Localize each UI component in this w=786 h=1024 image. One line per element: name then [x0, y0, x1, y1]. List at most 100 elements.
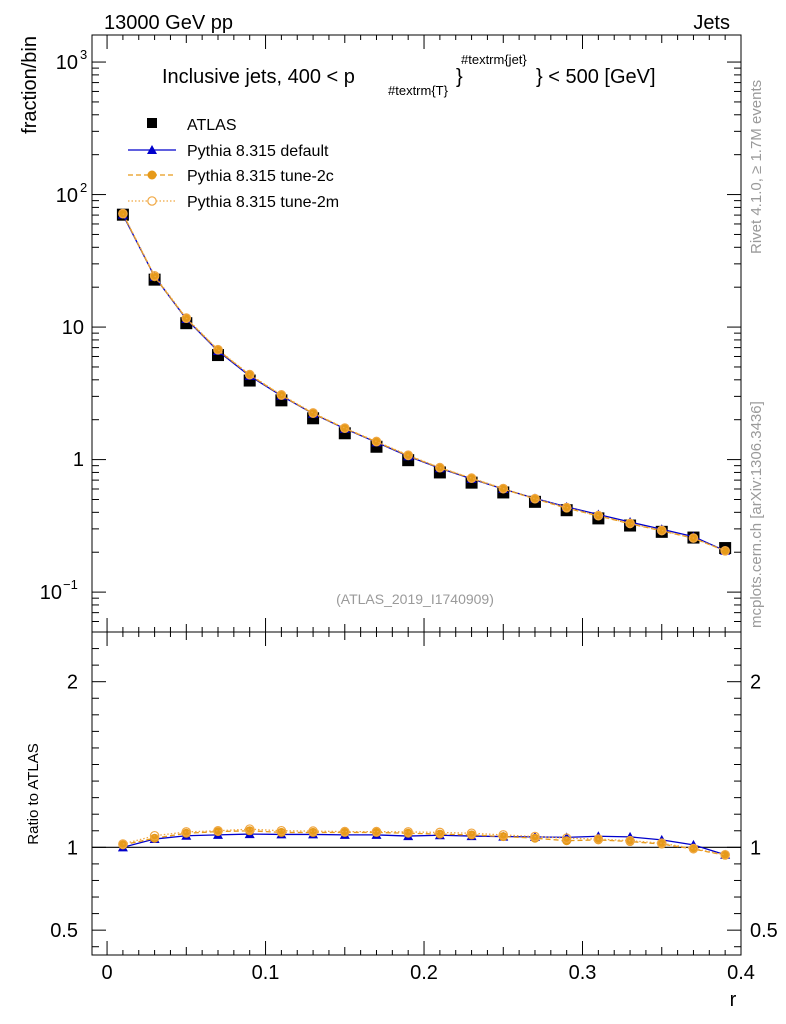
- legend-marker-tune-2m: [147, 196, 157, 206]
- header-left: 13000 GeV pp: [104, 12, 233, 34]
- ratio-point: [466, 828, 477, 839]
- data-point: [435, 462, 445, 473]
- ytick-10: 10: [62, 317, 84, 339]
- data-point: [340, 423, 350, 433]
- ratio-ytick-label-right: 2: [750, 672, 761, 694]
- data-point: [530, 493, 540, 504]
- ratio-point: [688, 844, 698, 854]
- data-point: [371, 436, 382, 447]
- main-series: [116, 208, 732, 556]
- ratio-point: [720, 849, 730, 860]
- ratio-point: [561, 833, 572, 844]
- ratio-ytick-labels: 0.5 0.5 1 1 2 2: [50, 672, 778, 942]
- ratio-point: [530, 831, 540, 842]
- data-point: [403, 450, 413, 460]
- data-point: [467, 473, 477, 483]
- ytick-1em1-base: 10: [40, 582, 62, 604]
- ratio-ytick-label-left: 0.5: [50, 920, 78, 942]
- data-point: [657, 526, 667, 536]
- data-point: [625, 518, 635, 529]
- ytick-1e3-base: 10: [56, 52, 78, 74]
- ratio-point: [498, 830, 509, 840]
- series-pythia-8-315-default: [117, 209, 731, 555]
- ratio-point: [656, 838, 667, 848]
- analysis-watermark: (ATLAS_2019_I1740909): [336, 591, 494, 607]
- legend: ATLAS Pythia 8.315 default Pythia 8.315 …: [128, 117, 339, 211]
- ytick-1e3-exp: 3: [80, 47, 87, 62]
- title-superscript: #textrm{jet}: [461, 52, 527, 67]
- ratio-point: [276, 825, 287, 836]
- title-subscript: #textrm{T}: [388, 83, 449, 98]
- ratio-series-pythia-8-315-default: [117, 829, 731, 859]
- ratio-point: [118, 839, 128, 849]
- ratio-point: [498, 832, 508, 842]
- ratio-series: [117, 824, 731, 860]
- xtick-labels: 0 0.1 0.2 0.3 0.4: [101, 962, 754, 984]
- legend-label-atlas: ATLAS: [187, 117, 237, 134]
- series-atlas: [116, 208, 732, 555]
- ratio-ytick-label-left: 2: [67, 672, 78, 694]
- ratio-point: [625, 835, 635, 846]
- ratio-ylabel: Ratio to ATLAS: [25, 743, 42, 844]
- xtick-label: 0.2: [410, 962, 438, 984]
- legend-marker-default: [147, 145, 157, 154]
- data-point: [308, 408, 318, 418]
- ratio-point: [562, 836, 572, 846]
- data-point: [371, 437, 381, 447]
- legend-label-tune-2c: Pythia 8.315 tune-2c: [187, 168, 334, 185]
- data-point: [276, 390, 287, 400]
- data-point: [498, 483, 509, 494]
- main-ylabel: fraction/bin: [19, 36, 41, 134]
- data-point: [244, 369, 255, 380]
- legend-label-tune-2m: Pythia 8.315 tune-2m: [187, 194, 339, 211]
- ratio-point: [371, 826, 382, 837]
- ratio-point: [181, 827, 192, 837]
- ratio-line: [122, 833, 726, 856]
- ratio-ytick-label-right: 0.5: [750, 920, 778, 942]
- ytick-1em1-exp: −1: [63, 577, 78, 592]
- ytick-1e2-exp: 2: [80, 180, 87, 195]
- mcplots-label: mcplots.cern.ch [arXiv:1306.3436]: [748, 401, 765, 628]
- legend-label-default: Pythia 8.315 default: [187, 143, 329, 160]
- header-right: Jets: [693, 12, 730, 34]
- xtick-label: 0.1: [252, 962, 280, 984]
- ratio-point: [688, 843, 699, 854]
- data-point: [213, 344, 223, 355]
- ytick-1: 1: [73, 449, 84, 471]
- ytick-1e3: 10: [56, 52, 78, 74]
- ratio-point: [435, 827, 445, 838]
- ratio-series-pythia-8-315-tune-2m: [118, 824, 730, 860]
- data-point: [308, 408, 318, 418]
- data-point: [656, 525, 667, 536]
- ratio-point: [150, 833, 160, 843]
- series-line: [122, 213, 726, 552]
- ratio-ytick-label-right: 1: [750, 837, 761, 859]
- xtick-label: 0: [101, 962, 112, 984]
- xlabel: r: [730, 989, 737, 1011]
- data-point: [530, 494, 540, 504]
- ratio-point: [149, 830, 160, 841]
- series-pythia-8-315-tune-2m: [118, 208, 730, 556]
- ytick-1e2-base: 10: [56, 185, 78, 207]
- ratio-point: [213, 825, 223, 836]
- data-point: [625, 519, 635, 529]
- series-pythia-8-315-tune-2c: [118, 209, 730, 556]
- main-ytick-labels: 10 3 10 2 10 1 10 −1: [40, 47, 87, 604]
- data-point: [149, 270, 160, 281]
- ratio-point: [308, 826, 318, 836]
- legend-marker-atlas: [147, 118, 157, 128]
- title-tail: } < 500 [GeV]: [536, 66, 656, 88]
- title-main: Inclusive jets, 400 < p: [162, 66, 355, 88]
- ratio-point: [276, 827, 286, 837]
- ratio-point: [467, 830, 477, 840]
- ratio-point: [244, 824, 255, 834]
- data-point: [339, 423, 350, 433]
- series-line: [122, 214, 726, 552]
- ratio-point: [593, 834, 604, 844]
- ratio-point: [245, 826, 255, 836]
- legend-marker-tune-2c: [147, 170, 157, 180]
- data-point: [688, 533, 699, 543]
- ytick-1em1: 10: [40, 582, 62, 604]
- title-brace: }: [456, 66, 463, 88]
- ratio-point: [403, 827, 413, 837]
